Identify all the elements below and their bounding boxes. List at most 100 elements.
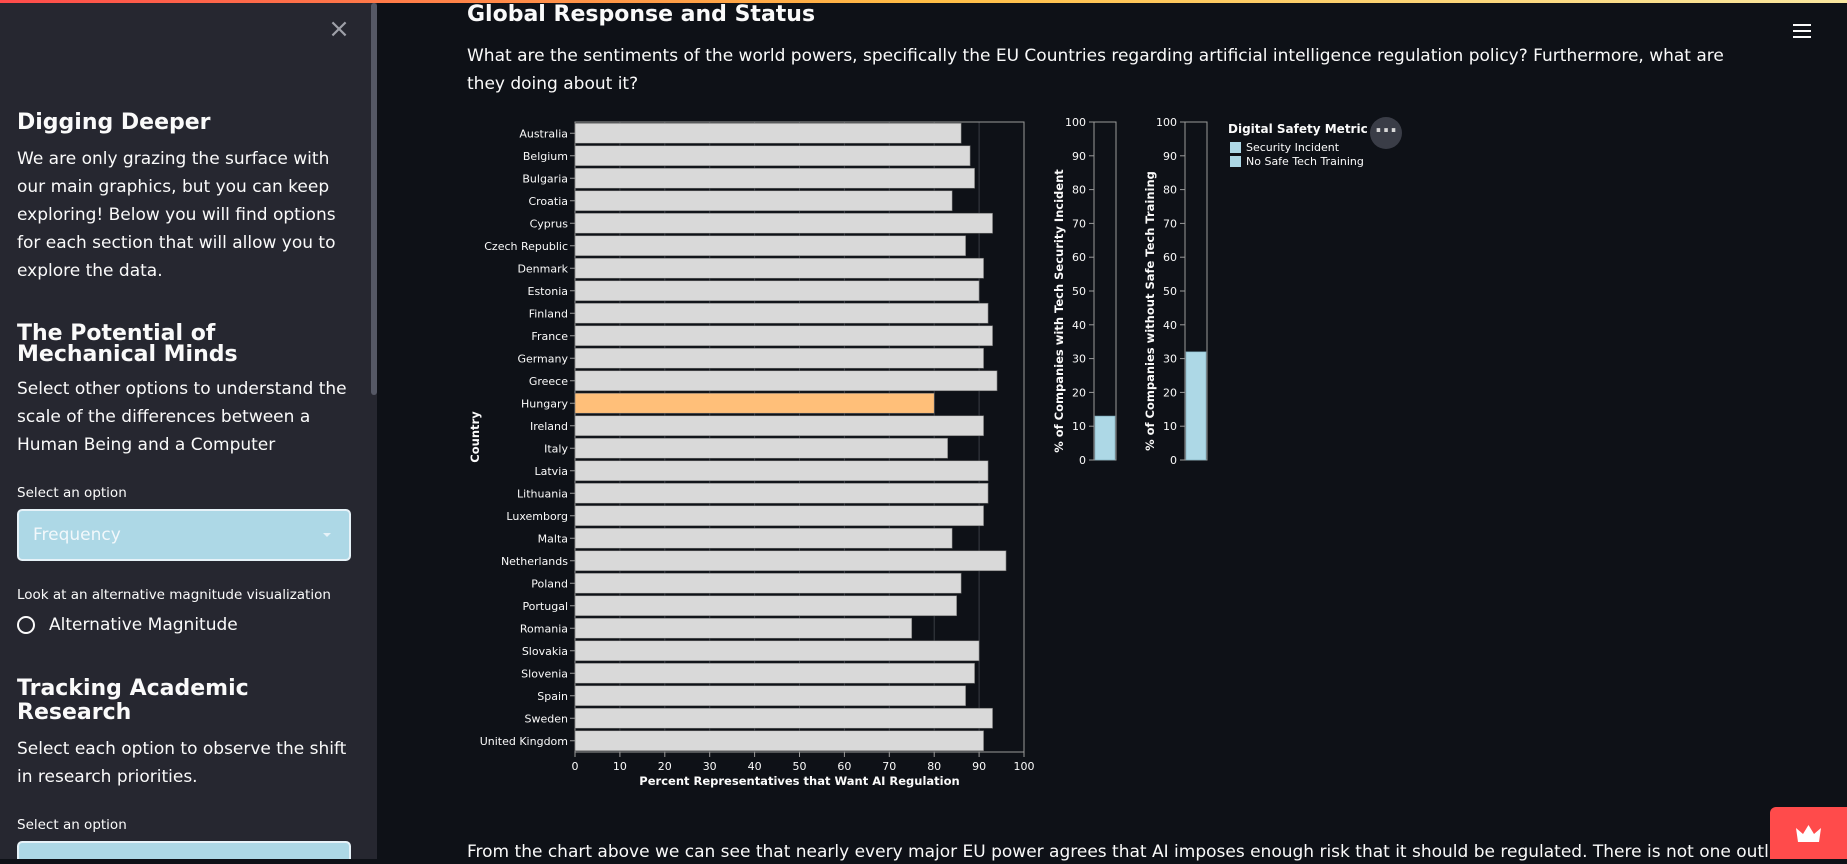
hamburger-icon[interactable] bbox=[1793, 24, 1811, 40]
legend-swatch-training bbox=[1230, 156, 1241, 167]
country-label: Netherlands bbox=[501, 555, 568, 568]
y-tick-label: 40 bbox=[1163, 319, 1177, 332]
alt-magnitude-radio[interactable] bbox=[17, 616, 35, 634]
bar-hungary bbox=[574, 392, 935, 414]
x-tick-label: 90 bbox=[972, 760, 986, 773]
academic-paragraph: Select each option to observe the shift … bbox=[17, 739, 347, 787]
country-label: Poland bbox=[531, 577, 568, 590]
x-tick-label: 30 bbox=[703, 760, 717, 773]
x-tick-label: 20 bbox=[658, 760, 672, 773]
y-tick-label: 30 bbox=[1072, 353, 1086, 366]
y-tick-label: 0 bbox=[1079, 454, 1086, 467]
y-tick-label: 50 bbox=[1072, 285, 1086, 298]
y-tick-label: 70 bbox=[1163, 217, 1177, 230]
country-label: Belgium bbox=[523, 150, 568, 163]
mechanical-paragraph: Select other options to understand the s… bbox=[17, 379, 347, 455]
bar-belgium bbox=[574, 145, 971, 167]
country-label: Australia bbox=[519, 127, 568, 140]
sidebar-content: Digging Deeper We are only grazing the s… bbox=[17, 111, 357, 859]
country-label: Slovenia bbox=[521, 667, 568, 680]
country-label: Greece bbox=[529, 375, 568, 388]
mechanical-select-label: Select an option bbox=[17, 485, 127, 501]
security-incident-chart: 0 10 20 30 40 50 60 70 80 90 100 % of Companies wit… bbox=[1052, 116, 1117, 467]
ellipsis-icon[interactable]: ··· bbox=[1370, 117, 1402, 149]
chevron-down-icon bbox=[323, 533, 331, 537]
y-tick-label: 10 bbox=[1072, 420, 1086, 433]
page-title: Global Response and Status bbox=[467, 2, 816, 27]
country-label: Czech Republic bbox=[484, 240, 568, 253]
y-tick-label: 30 bbox=[1163, 353, 1177, 366]
bar-italy bbox=[574, 437, 948, 459]
crown-icon bbox=[1796, 825, 1821, 842]
bar-latvia bbox=[574, 460, 989, 482]
bar-sweden bbox=[574, 707, 993, 729]
x-tick-label: 100 bbox=[1014, 760, 1035, 773]
y-tick-label: 100 bbox=[1065, 116, 1086, 129]
digging-paragraph: We are only grazing the surface with our… bbox=[17, 149, 336, 281]
academic-select[interactable] bbox=[17, 841, 351, 859]
country-label: Romania bbox=[520, 622, 568, 635]
legend-swatch-security bbox=[1230, 142, 1241, 153]
country-label: Luxemborg bbox=[506, 510, 568, 523]
x-tick-label: 0 bbox=[572, 760, 579, 773]
bar-romania bbox=[574, 617, 913, 639]
country-label: Malta bbox=[538, 532, 568, 545]
country-label: Slovakia bbox=[522, 645, 568, 658]
y-tick-label: 70 bbox=[1072, 217, 1086, 230]
legend-title: Digital Safety Metric bbox=[1228, 122, 1368, 136]
y-tick-label: 90 bbox=[1163, 150, 1177, 163]
x-axis-title: Percent Representatives that Want AI Reg… bbox=[639, 774, 959, 788]
x-tick-label: 50 bbox=[793, 760, 807, 773]
country-label: Denmark bbox=[517, 262, 568, 275]
y-tick-label: 90 bbox=[1072, 150, 1086, 163]
bar-united-kingdom bbox=[574, 730, 984, 752]
country-label: Sweden bbox=[525, 712, 568, 725]
metric-bar bbox=[1185, 351, 1207, 461]
bar-poland bbox=[574, 572, 962, 594]
bar-portugal bbox=[574, 595, 957, 617]
country-label: Estonia bbox=[528, 285, 569, 298]
country-label: Germany bbox=[517, 352, 568, 365]
country-label: Ireland bbox=[530, 420, 568, 433]
bar-slovenia bbox=[574, 662, 975, 684]
bar-spain bbox=[574, 685, 966, 707]
plot-frame bbox=[574, 121, 1025, 753]
bar-luxemborg bbox=[574, 505, 984, 527]
y-axis-title: Country bbox=[468, 411, 482, 463]
y-tick-label: 60 bbox=[1072, 251, 1086, 264]
mechanical-select[interactable]: Frequency bbox=[17, 509, 351, 561]
digging-heading: Digging Deeper bbox=[17, 110, 211, 135]
country-label: Spain bbox=[537, 690, 568, 703]
mechanical-select-value: Frequency bbox=[33, 525, 121, 545]
y-axis-title: % of Companies without Safe Tech Trainin… bbox=[1143, 171, 1157, 451]
deploy-button[interactable] bbox=[1770, 807, 1847, 859]
close-icon[interactable]: × bbox=[328, 14, 350, 44]
bar-australia bbox=[574, 122, 962, 144]
country-label: Lithuania bbox=[517, 487, 568, 500]
country-label: Finland bbox=[529, 307, 568, 320]
alt-magnitude-radio-row[interactable]: Alternative Magnitude bbox=[17, 615, 357, 635]
y-tick-label: 20 bbox=[1072, 386, 1086, 399]
bar-estonia bbox=[574, 280, 980, 302]
bar-greece bbox=[574, 370, 998, 392]
bar-cyprus bbox=[574, 212, 993, 234]
country-label: Croatia bbox=[528, 195, 568, 208]
sidebar-scrollbar[interactable] bbox=[371, 3, 377, 395]
country-label: United Kingdom bbox=[480, 735, 568, 748]
legend-entry-training: No Safe Tech Training bbox=[1246, 155, 1364, 168]
country-label: Bulgaria bbox=[522, 172, 568, 185]
conclusion-paragraph: From the chart above we can see that nea… bbox=[467, 842, 1787, 862]
mechanical-heading: The Potential of Mechanical Minds bbox=[17, 321, 238, 367]
bar-finland bbox=[574, 302, 989, 324]
x-tick-label: 80 bbox=[927, 760, 941, 773]
bar-germany bbox=[574, 347, 984, 369]
y-tick-label: 0 bbox=[1170, 454, 1177, 467]
bar-netherlands bbox=[574, 550, 1007, 572]
country-label: Portugal bbox=[522, 600, 568, 613]
legend-entry-security: Security Incident bbox=[1246, 141, 1340, 154]
academic-select-label: Select an option bbox=[17, 817, 127, 833]
y-tick-label: 80 bbox=[1163, 184, 1177, 197]
country-label: Italy bbox=[544, 442, 568, 455]
bar-bulgaria bbox=[574, 167, 975, 189]
x-tick-label: 60 bbox=[837, 760, 851, 773]
